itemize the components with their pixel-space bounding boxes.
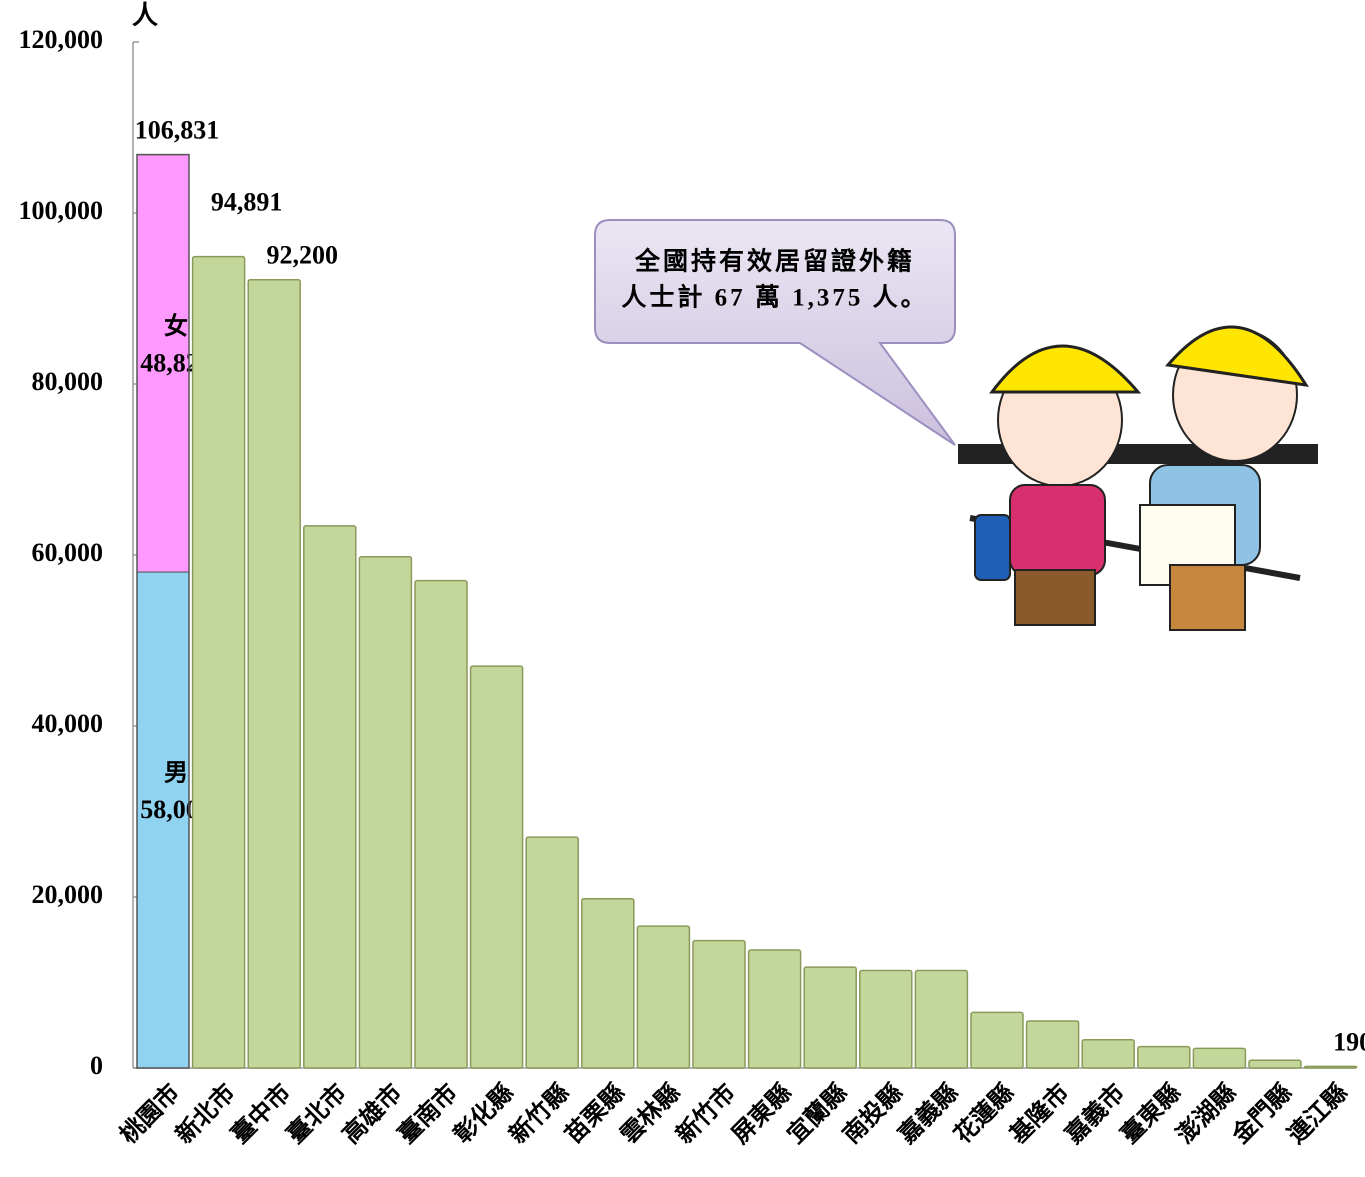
y-tick-label: 120,000 [19,25,104,54]
segment-name: 女 [164,312,188,340]
y-axis-label: 人 [132,1,158,30]
value-label: 94,891 [211,188,283,217]
bar [303,525,357,1069]
bar [970,1011,1024,1069]
x-tick-label: 新竹市 [670,1078,741,1149]
bar [859,969,913,1069]
x-tick-label: 桃園市 [114,1078,185,1149]
y-tick-label: 20,000 [32,880,104,909]
y-tick-label: 0 [90,1051,103,1080]
x-tick-label: 高雄市 [337,1078,408,1149]
x-tick-label: 南投縣 [838,1079,908,1149]
x-tick-label: 基隆市 [1004,1078,1075,1149]
bar [914,969,969,1069]
x-tick-label: 臺中市 [226,1078,297,1149]
bar [1248,1059,1302,1069]
callout-text: 全國持有效居留證外籍 [634,247,915,276]
x-tick-label: 臺北市 [281,1078,352,1149]
x-tick-label: 嘉義縣 [893,1078,964,1149]
x-tick-label: 屏東縣 [727,1079,797,1149]
value-label: 190 [1333,1027,1365,1056]
cartoon [958,325,1318,631]
x-tick-label: 苗栗縣 [560,1079,630,1149]
bar [1137,1045,1191,1069]
bar [636,925,691,1069]
x-tick-label: 臺南市 [392,1078,463,1149]
bar-segment [136,154,190,573]
x-tick-label: 臺東縣 [1116,1079,1186,1149]
callout: 全國持有效居留證外籍 人士計 67 萬 1,375 人。 [594,219,956,446]
x-tick-label: 雲林縣 [616,1079,686,1149]
bar [525,836,579,1069]
bar [247,278,301,1069]
x-tick-label: 金門縣 [1226,1078,1297,1149]
bar [692,939,746,1069]
segment-name: 男 [164,761,188,787]
bar [747,949,802,1069]
bar [191,255,246,1069]
bar [1192,1047,1247,1069]
x-tick-label: 宜蘭縣 [782,1078,853,1149]
bar [803,966,857,1069]
x-tick-label: 澎湖縣 [1172,1079,1242,1149]
y-tick-label: 40,000 [32,709,104,738]
value-label: 106,831 [135,116,220,145]
x-tick-label: 新北市 [170,1078,241,1149]
x-tick-label: 連江縣 [1283,1079,1353,1149]
x-tick-label: 彰化縣 [448,1078,519,1149]
y-tick-label: 60,000 [32,538,104,567]
x-tick-label: 新竹縣 [504,1078,575,1149]
callout-text: 人士計 67 萬 1,375 人。 [621,283,928,312]
bar [414,579,468,1069]
y-tick-label: 80,000 [32,367,104,396]
x-tick-label: 花蓮縣 [949,1079,1019,1149]
bar [358,555,413,1069]
bar [1303,1065,1358,1069]
bar [1081,1039,1135,1069]
bar [469,665,524,1069]
y-tick-label: 100,000 [19,196,104,225]
x-tick-label: 嘉義市 [1060,1078,1131,1149]
bar [1025,1020,1080,1069]
value-label: 92,200 [266,241,338,270]
bar-total [136,153,190,1069]
bar [581,897,635,1069]
